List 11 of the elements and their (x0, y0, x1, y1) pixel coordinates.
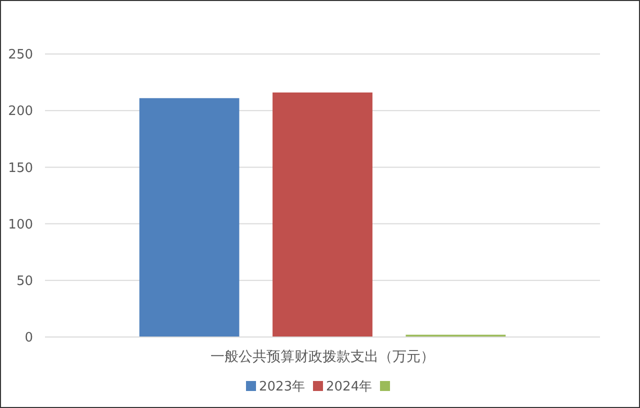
y-tick-label: 0 (24, 330, 33, 346)
x-tick-label: 一般公共预算财政拨款支出（万元） (210, 349, 434, 365)
y-tick-label: 100 (8, 217, 33, 232)
bar (272, 92, 372, 337)
legend-label: 2024年 (326, 380, 372, 395)
y-tick-label: 50 (16, 274, 33, 289)
legend-label: 2023年 (259, 380, 306, 395)
y-tick-label: 150 (8, 160, 33, 176)
y-tick-label: 250 (8, 48, 33, 63)
y-tick-label: 200 (8, 104, 33, 120)
bar (139, 98, 240, 337)
